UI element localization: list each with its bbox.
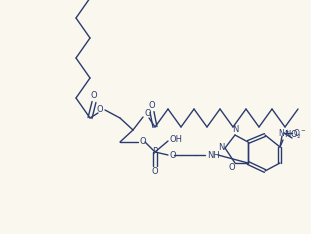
Text: O: O <box>91 91 97 100</box>
Text: O$^-$: O$^-$ <box>294 128 307 139</box>
Text: O: O <box>140 138 146 146</box>
Text: NO$_2$: NO$_2$ <box>284 129 302 141</box>
Text: N: N <box>218 143 224 153</box>
Text: P: P <box>152 147 158 157</box>
Text: N: N <box>232 125 238 135</box>
Text: O: O <box>229 162 235 172</box>
Text: OH: OH <box>169 135 183 143</box>
Text: O: O <box>170 150 176 160</box>
Text: O: O <box>145 110 151 118</box>
Text: NH: NH <box>208 150 220 160</box>
Text: N$^+$: N$^+$ <box>278 127 290 139</box>
Text: O: O <box>97 106 103 114</box>
Text: O: O <box>149 102 155 110</box>
Text: O: O <box>152 168 158 176</box>
